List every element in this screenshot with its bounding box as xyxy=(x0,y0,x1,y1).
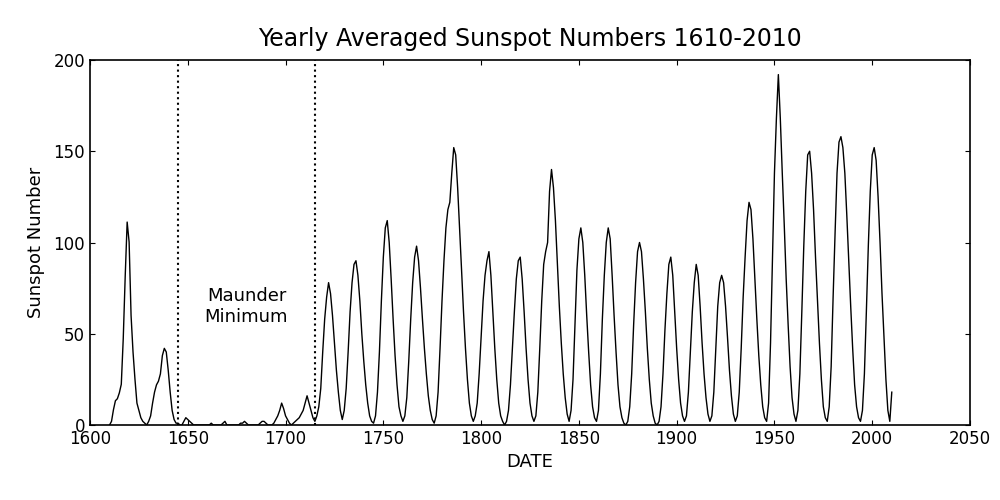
X-axis label: DATE: DATE xyxy=(507,454,553,471)
Y-axis label: Sunspot Number: Sunspot Number xyxy=(27,167,45,318)
Text: Maunder
Minimum: Maunder Minimum xyxy=(205,287,288,326)
Title: Yearly Averaged Sunspot Numbers 1610-2010: Yearly Averaged Sunspot Numbers 1610-201… xyxy=(258,27,802,51)
